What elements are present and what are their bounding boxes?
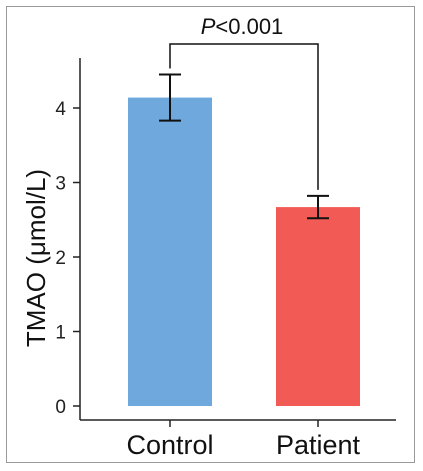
y-axis-title: TMAO (μmol/L) [21,169,51,347]
bar-control [128,97,212,406]
axes: 0 1 2 3 4 Control Patient [55,58,396,460]
y-tick-label: 0 [55,397,66,418]
y-tick-label: 3 [55,174,66,195]
bars [128,97,360,406]
p-threshold: <0.001 [215,14,283,39]
y-tick-label: 1 [55,323,66,344]
y-tick-label: 4 [55,99,66,120]
y-tick-label: 2 [55,248,66,269]
error-bars [159,73,329,220]
significance-line [169,43,319,190]
significance-bracket [169,43,319,190]
error-bar-control [159,73,181,122]
x-tick-label: Control [126,430,213,460]
p-value-label: P<0.001 [201,14,284,39]
bar-patient [276,207,360,406]
error-bar-patient [307,194,329,220]
x-tick-label: Patient [276,430,361,460]
p-letter: P [201,14,216,39]
